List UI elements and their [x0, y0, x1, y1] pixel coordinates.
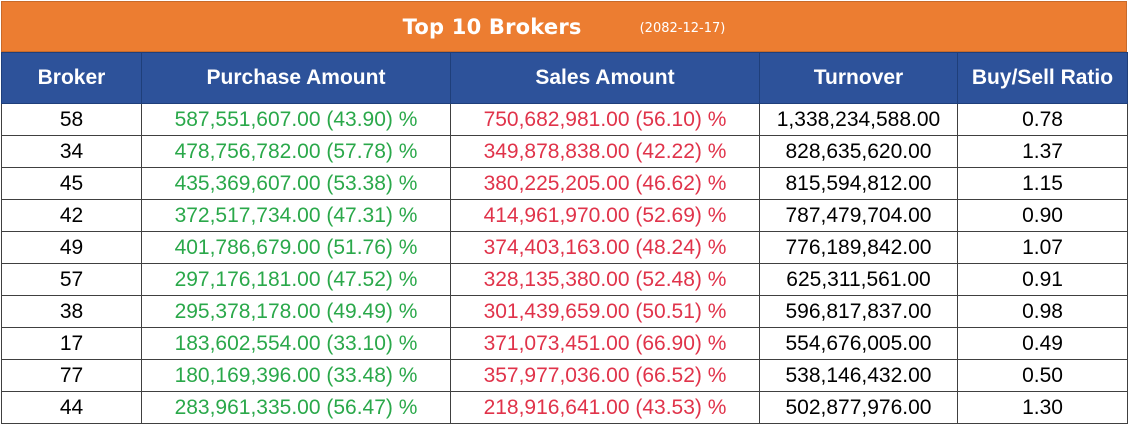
buy-sell-ratio-cell: 0.78: [957, 103, 1128, 136]
turnover-cell: 538,146,432.00: [759, 359, 958, 392]
brokers-table: Broker Purchase Amount Sales Amount Turn…: [1, 52, 1128, 424]
broker-cell: 34: [1, 135, 142, 168]
turnover-cell: 554,676,005.00: [759, 327, 958, 360]
report-title: Top 10 Brokers: [402, 14, 582, 39]
buy-sell-ratio-cell: 1.07: [957, 231, 1128, 264]
broker-cell: 38: [1, 295, 142, 328]
sales-amount-cell: 218,916,641.00 (43.53) %: [450, 391, 760, 424]
table-row: 17 183,602,554.00 (33.10) % 371,073,451.00…: [1, 327, 1128, 360]
report-date: (2082-12-17): [639, 21, 726, 36]
broker-cell: 57: [1, 263, 142, 296]
purchase-amount-cell: 283,961,335.00 (56.47) %: [141, 391, 451, 424]
turnover-cell: 828,635,620.00: [759, 135, 958, 168]
purchase-amount-cell: 478,756,782.00 (57.78) %: [141, 135, 451, 168]
table-row: 58 587,551,607.00 (43.90) % 750,682,981.00…: [1, 103, 1128, 136]
turnover-cell: 502,877,976.00: [759, 391, 958, 424]
purchase-amount-cell: 295,378,178.00 (49.49) %: [141, 295, 451, 328]
table-row: 34 478,756,782.00 (57.78) % 349,878,838.00…: [1, 135, 1128, 168]
purchase-amount-cell: 183,602,554.00 (33.10) %: [141, 327, 451, 360]
buy-sell-ratio-cell: 0.91: [957, 263, 1128, 296]
sales-amount-cell: 349,878,838.00 (42.22) %: [450, 135, 760, 168]
sales-amount-cell: 380,225,205.00 (46.62) %: [450, 167, 760, 200]
header-turnover: Turnover: [759, 52, 958, 104]
header-purchase-amount: Purchase Amount: [141, 52, 451, 104]
header-row: Broker Purchase Amount Sales Amount Turn…: [1, 52, 1128, 104]
broker-cell: 45: [1, 167, 142, 200]
turnover-cell: 815,594,812.00: [759, 167, 958, 200]
turnover-cell: 776,189,842.00: [759, 231, 958, 264]
sales-amount-cell: 301,439,659.00 (50.51) %: [450, 295, 760, 328]
buy-sell-ratio-cell: 0.90: [957, 199, 1128, 232]
table-header: Broker Purchase Amount Sales Amount Turn…: [1, 52, 1128, 104]
turnover-cell: 787,479,704.00: [759, 199, 958, 232]
header-buy-sell-ratio: Buy/Sell Ratio: [957, 52, 1128, 104]
turnover-cell: 596,817,837.00: [759, 295, 958, 328]
buy-sell-ratio-cell: 1.37: [957, 135, 1128, 168]
header-sales-amount: Sales Amount: [450, 52, 760, 104]
turnover-cell: 625,311,561.00: [759, 263, 958, 296]
sales-amount-cell: 374,403,163.00 (48.24) %: [450, 231, 760, 264]
broker-cell: 44: [1, 391, 142, 424]
table-row: 49 401,786,679.00 (51.76) % 374,403,163.00…: [1, 231, 1128, 264]
header-broker: Broker: [1, 52, 142, 104]
turnover-cell: 1,338,234,588.00: [759, 103, 958, 136]
sales-amount-cell: 357,977,036.00 (66.52) %: [450, 359, 760, 392]
table-row: 77 180,169,396.00 (33.48) % 357,977,036.00…: [1, 359, 1128, 392]
broker-cell: 58: [1, 103, 142, 136]
table-row: 45 435,369,607.00 (53.38) % 380,225,205.00…: [1, 167, 1128, 200]
sales-amount-cell: 750,682,981.00 (56.10) %: [450, 103, 760, 136]
table-row: 42 372,517,734.00 (47.31) % 414,961,970.00…: [1, 199, 1128, 232]
table-body: 58 587,551,607.00 (43.90) % 750,682,981.00…: [1, 103, 1128, 424]
sales-amount-cell: 414,961,970.00 (52.69) %: [450, 199, 760, 232]
purchase-amount-cell: 180,169,396.00 (33.48) %: [141, 359, 451, 392]
purchase-amount-cell: 401,786,679.00 (51.76) %: [141, 231, 451, 264]
broker-cell: 17: [1, 327, 142, 360]
buy-sell-ratio-cell: 0.50: [957, 359, 1128, 392]
broker-cell: 49: [1, 231, 142, 264]
purchase-amount-cell: 587,551,607.00 (43.90) %: [141, 103, 451, 136]
buy-sell-ratio-cell: 0.49: [957, 327, 1128, 360]
purchase-amount-cell: 372,517,734.00 (47.31) %: [141, 199, 451, 232]
buy-sell-ratio-cell: 1.15: [957, 167, 1128, 200]
broker-cell: 77: [1, 359, 142, 392]
table-row: 44 283,961,335.00 (56.47) % 218,916,641.00…: [1, 391, 1128, 424]
title-bar: Top 10 Brokers (2082-12-17): [1, 1, 1127, 52]
purchase-amount-cell: 297,176,181.00 (47.52) %: [141, 263, 451, 296]
table-row: 38 295,378,178.00 (49.49) % 301,439,659.00…: [1, 295, 1128, 328]
sales-amount-cell: 328,135,380.00 (52.48) %: [450, 263, 760, 296]
buy-sell-ratio-cell: 0.98: [957, 295, 1128, 328]
broker-cell: 42: [1, 199, 142, 232]
table-row: 57 297,176,181.00 (47.52) % 328,135,380.00…: [1, 263, 1128, 296]
buy-sell-ratio-cell: 1.30: [957, 391, 1128, 424]
sales-amount-cell: 371,073,451.00 (66.90) %: [450, 327, 760, 360]
purchase-amount-cell: 435,369,607.00 (53.38) %: [141, 167, 451, 200]
